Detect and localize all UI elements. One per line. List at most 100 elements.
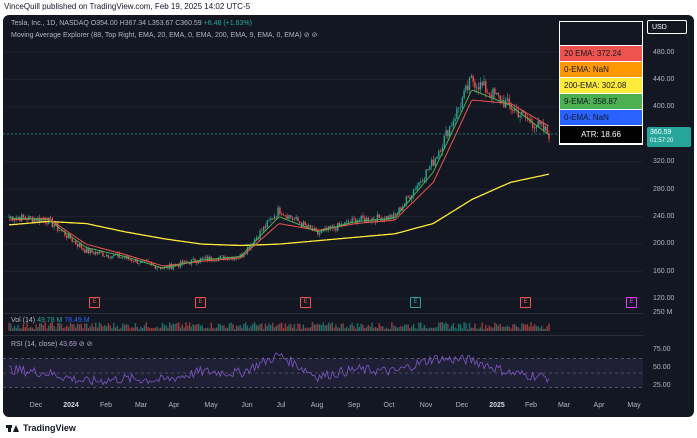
- indicator-legend[interactable]: Moving Average Explorer (88, Top Right, …: [11, 31, 317, 39]
- candle-body: [66, 235, 68, 238]
- pane-separator[interactable]: [3, 335, 643, 336]
- candle-body: [270, 218, 272, 221]
- candle-body: [407, 196, 409, 198]
- settings-icon[interactable]: ⊘: [86, 341, 93, 348]
- price-chart[interactable]: [3, 15, 694, 417]
- price-tick: 480.00: [653, 49, 675, 56]
- candle-body: [429, 166, 431, 170]
- candle-body: [111, 256, 113, 259]
- tradingview-logo[interactable]: TradingView: [6, 423, 76, 433]
- candle-body: [113, 254, 115, 257]
- currency-button[interactable]: USD: [647, 20, 687, 34]
- chart-frame[interactable]: Tesla, Inc., 1D, NASDAQ O354.00 H367.34 …: [3, 15, 694, 417]
- candle-body: [495, 92, 498, 95]
- volume-bar: [147, 327, 149, 331]
- candle-body: [138, 263, 140, 264]
- volume-bar: [546, 325, 548, 331]
- volume-bar: [257, 325, 259, 331]
- candle-body: [546, 126, 548, 134]
- volume-bar: [145, 322, 147, 331]
- volume-bar: [396, 327, 398, 331]
- candle-body: [542, 123, 545, 131]
- volume-bar: [358, 326, 361, 331]
- candle-body: [105, 254, 108, 257]
- volume-bar: [472, 327, 474, 331]
- volume-bar: [203, 328, 205, 331]
- volume-bar: [429, 327, 431, 331]
- earnings-marker[interactable]: E: [410, 297, 421, 308]
- volume-bar: [248, 328, 250, 331]
- candle-body: [420, 181, 422, 183]
- candle-body: [246, 247, 249, 254]
- volume-bar: [326, 325, 328, 331]
- volume-bar: [512, 324, 514, 331]
- volume-bar: [362, 324, 364, 331]
- volume-bar: [436, 327, 438, 331]
- volume-bar: [66, 325, 68, 331]
- time-tick: Mar: [134, 402, 148, 409]
- volume-bar: [447, 324, 449, 331]
- candle-body: [8, 216, 10, 218]
- volume-bar: [537, 326, 539, 331]
- volume-bar: [246, 325, 249, 331]
- volume-bar: [165, 325, 167, 331]
- candle-body: [194, 258, 196, 263]
- eye-icon[interactable]: ⊘: [78, 341, 85, 348]
- earnings-marker[interactable]: E: [195, 297, 206, 308]
- pane-separator[interactable]: [3, 313, 643, 314]
- volume-bar: [405, 324, 408, 331]
- candle-body: [459, 107, 462, 109]
- volume-bar: [152, 328, 155, 331]
- volume-bar: [450, 325, 453, 331]
- volume-bar: [306, 327, 308, 331]
- ema-200-line: [8, 173, 550, 247]
- earnings-marker[interactable]: E: [89, 297, 100, 308]
- volume-bar: [492, 327, 494, 331]
- volume-bar: [295, 328, 297, 331]
- volume-bar: [468, 323, 471, 331]
- candle-body: [29, 216, 32, 218]
- volume-bar: [85, 323, 88, 331]
- volume-bar: [385, 327, 388, 331]
- volume-bar: [391, 322, 393, 331]
- candle-body: [271, 218, 274, 220]
- volume-bar: [347, 328, 350, 331]
- volume-bar: [210, 322, 212, 331]
- volume-bar: [443, 323, 445, 331]
- volume-bar: [252, 323, 254, 331]
- volume-bar: [10, 323, 12, 331]
- candle-body: [288, 215, 290, 219]
- volume-bar: [255, 324, 258, 331]
- volume-bar: [239, 324, 241, 331]
- time-tick: Mar: [557, 402, 571, 409]
- earnings-marker[interactable]: E: [520, 297, 531, 308]
- candle-body: [123, 257, 126, 259]
- volume-bar: [98, 322, 101, 331]
- candle-body: [281, 213, 283, 216]
- candle-body: [360, 215, 362, 221]
- candle-body: [165, 266, 167, 267]
- volume-bar: [114, 327, 117, 331]
- volume-bar: [539, 328, 541, 331]
- candle-body: [362, 215, 364, 219]
- candle-body: [492, 88, 494, 99]
- earnings-marker[interactable]: E: [300, 297, 311, 308]
- volume-bar: [11, 328, 14, 331]
- volume-bar: [387, 328, 389, 331]
- volume-bar: [82, 328, 84, 331]
- volume-bar: [131, 327, 133, 331]
- eye-icon[interactable]: ⊘: [303, 32, 310, 39]
- candle-body: [118, 253, 120, 258]
- settings-icon[interactable]: ⊘: [311, 32, 318, 39]
- volume-bar: [22, 323, 25, 331]
- volume-bar: [160, 327, 162, 331]
- volume-bar: [205, 328, 207, 331]
- volume-bar: [313, 324, 315, 331]
- candle-body: [347, 221, 350, 223]
- earnings-marker-upcoming[interactable]: E: [626, 297, 637, 308]
- volume-bar: [355, 328, 357, 331]
- volume-bar: [174, 324, 176, 331]
- candle-body: [241, 254, 243, 257]
- volume-bar: [161, 323, 164, 331]
- candle-body: [508, 98, 510, 105]
